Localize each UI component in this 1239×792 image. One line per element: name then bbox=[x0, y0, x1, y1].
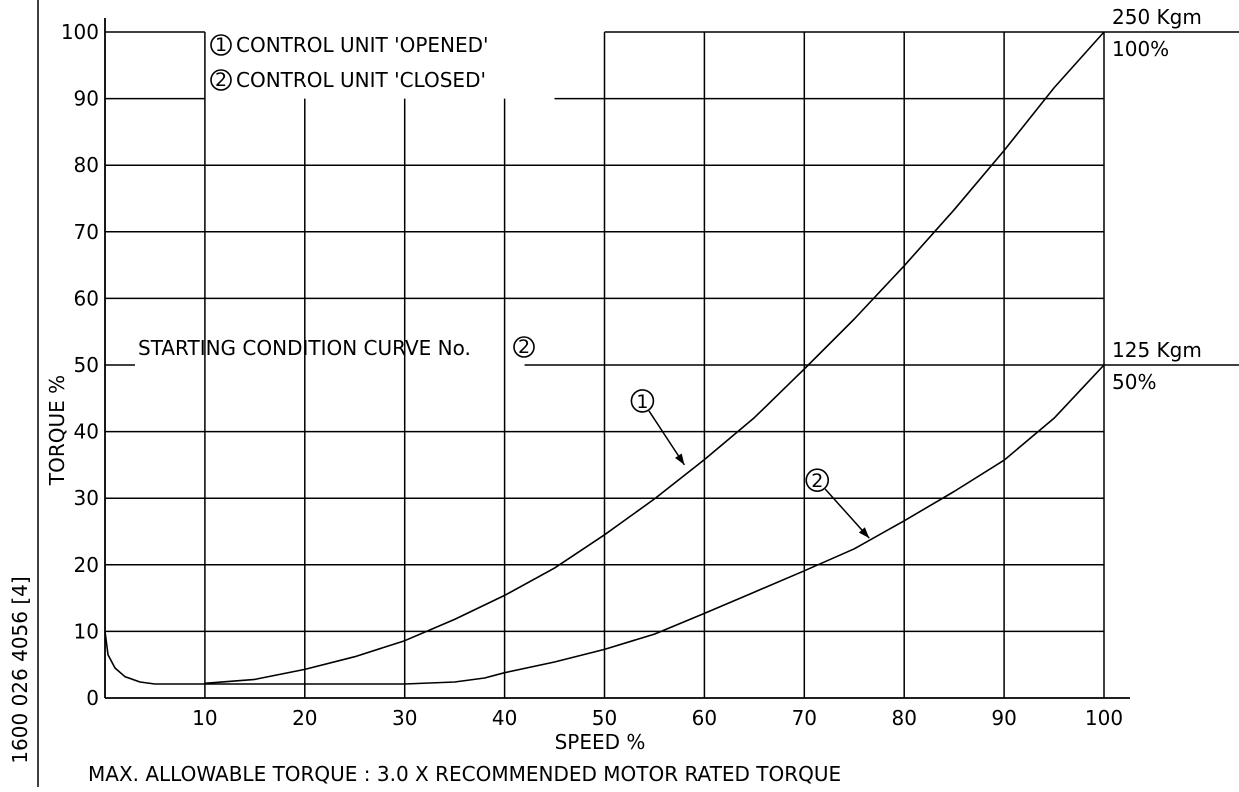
side-reference-number: 1600 026 4056 [4] bbox=[8, 576, 32, 763]
callout-arrowhead-1 bbox=[675, 454, 684, 465]
x-tick-label-50: 50 bbox=[592, 706, 617, 730]
legend-label-opened: CONTROL UNIT 'OPENED' bbox=[236, 33, 489, 57]
y-tick-label-40: 40 bbox=[74, 420, 99, 444]
callout-marker-1: 1 bbox=[636, 391, 648, 413]
y-tick-label-100: 100 bbox=[61, 20, 99, 44]
x-tick-label-40: 40 bbox=[492, 706, 517, 730]
callout-marker-2: 2 bbox=[811, 470, 823, 492]
x-tick-label-80: 80 bbox=[891, 706, 916, 730]
y-axis-label: TORQUE % bbox=[45, 375, 69, 486]
y-tick-label-20: 20 bbox=[74, 553, 99, 577]
reference-top-label-100: 250 Kgm bbox=[1112, 5, 1202, 29]
x-axis-label: SPEED % bbox=[555, 730, 646, 754]
reference-bottom-label-50: 50% bbox=[1112, 370, 1156, 394]
x-tick-label-60: 60 bbox=[692, 706, 717, 730]
x-tick-label-70: 70 bbox=[792, 706, 817, 730]
starting-condition-annotation: STARTING CONDITION CURVE No. 2 bbox=[138, 336, 534, 360]
tick-labels: 0 10 20 30 40 50 60 70 80 90 100 10 20 30 40 50 60 70 80 90… bbox=[61, 20, 1123, 730]
reference-top-label-50: 125 Kgm bbox=[1112, 338, 1202, 362]
y-tick-label-30: 30 bbox=[74, 486, 99, 510]
x-tick-label-20: 20 bbox=[292, 706, 317, 730]
y-tick-label-90: 90 bbox=[74, 87, 99, 111]
y-tick-label-70: 70 bbox=[74, 220, 99, 244]
x-tick-label-30: 30 bbox=[392, 706, 417, 730]
y-tick-label-60: 60 bbox=[74, 286, 99, 310]
starting-condition-marker: 2 bbox=[518, 336, 530, 358]
y-tick-label-10: 10 bbox=[74, 619, 99, 643]
footer-note: MAX. ALLOWABLE TORQUE : 3.0 X RECOMMENDE… bbox=[88, 762, 841, 786]
y-tick-label-80: 80 bbox=[74, 153, 99, 177]
legend: 1 CONTROL UNIT 'OPENED' 2 CONTROL UNIT '… bbox=[211, 33, 489, 92]
x-tick-label-10: 10 bbox=[192, 706, 217, 730]
curve-callouts: 12 bbox=[631, 390, 869, 538]
legend-label-closed: CONTROL UNIT 'CLOSED' bbox=[236, 68, 486, 92]
reference-bottom-label-100: 100% bbox=[1112, 37, 1169, 61]
reference-lines: 250 Kgm 100% 125 Kgm 50% bbox=[1104, 5, 1239, 394]
x-tick-label-100: 100 bbox=[1085, 706, 1123, 730]
legend-marker-1: 1 bbox=[215, 34, 227, 56]
x-tick-label-90: 90 bbox=[991, 706, 1016, 730]
y-tick-label-0: 0 bbox=[86, 686, 99, 710]
y-tick-label-50: 50 bbox=[74, 353, 99, 377]
legend-marker-2: 2 bbox=[215, 69, 227, 91]
grid bbox=[105, 32, 1104, 698]
starting-condition-text: STARTING CONDITION CURVE No. bbox=[138, 336, 471, 360]
